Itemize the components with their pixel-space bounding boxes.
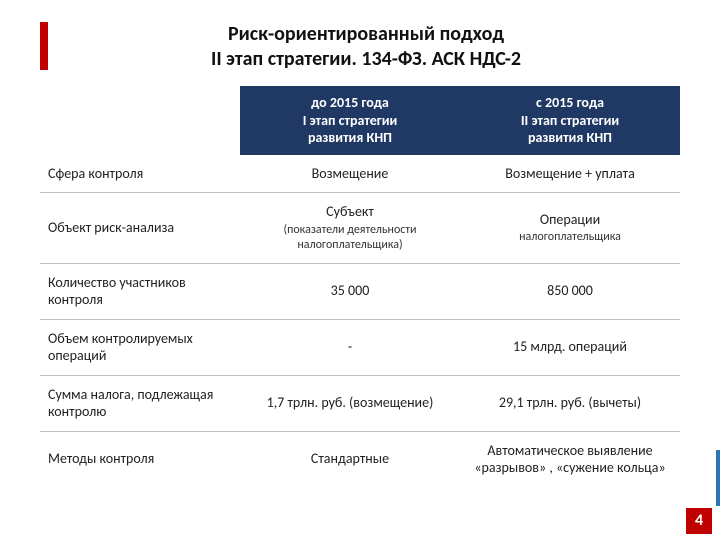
accent-bar (40, 22, 48, 70)
header-col-from-2015: с 2015 года II этап стратегии развития К… (460, 86, 680, 155)
slide-number: 4 (686, 508, 712, 534)
cell: 15 млрд. операций (460, 319, 680, 375)
table-row: Объект риск-анализа Субъект (показатели … (40, 193, 680, 264)
cell: Субъект (показатели деятельности налогоп… (240, 193, 460, 264)
blue-edge-accent (716, 450, 720, 506)
table-row: Количество участников контроля 35 000 85… (40, 263, 680, 319)
table-row: Сумма налога, подлежащая контролю 1,7 тр… (40, 375, 680, 431)
title-line-2: II этап стратегии. 134-ФЗ. АСК НДС-2 (211, 47, 521, 71)
title-line-1: Риск-ориентированный подход (228, 22, 504, 46)
title-block: Риск-ориентированный подход II этап стра… (0, 0, 720, 86)
slide-title: Риск-ориентированный подход II этап стра… (52, 22, 680, 72)
cell: Возмещение (240, 155, 460, 193)
row-label: Методы контроля (40, 431, 240, 487)
table-row: Объем контролируемых операций - 15 млрд.… (40, 319, 680, 375)
cell: Возмещение + уплата (460, 155, 680, 193)
table-row: Методы контроля Стандартные Автоматическ… (40, 431, 680, 487)
row-label: Объем контролируемых операций (40, 319, 240, 375)
cell: Операции налогоплательщика (460, 193, 680, 264)
cell: 35 000 (240, 263, 460, 319)
row-label: Количество участников контроля (40, 263, 240, 319)
cell: Стандартные (240, 431, 460, 487)
row-label: Объект риск-анализа (40, 193, 240, 264)
row-label: Сфера контроля (40, 155, 240, 193)
cell: 850 000 (460, 263, 680, 319)
table-row: Сфера контроля Возмещение Возмещение + у… (40, 155, 680, 193)
cell: Автоматическое выявление «разрывов» , «с… (460, 431, 680, 487)
row-label: Сумма налога, подлежащая контролю (40, 375, 240, 431)
header-col-before-2015: до 2015 года I этап стратегии развития К… (240, 86, 460, 155)
table-header-row: до 2015 года I этап стратегии развития К… (40, 86, 680, 155)
cell: 1,7 трлн. руб. (возмещение) (240, 375, 460, 431)
cell: - (240, 319, 460, 375)
comparison-table: до 2015 года I этап стратегии развития К… (40, 86, 680, 487)
header-blank (40, 86, 240, 155)
cell: 29,1 трлн. руб. (вычеты) (460, 375, 680, 431)
